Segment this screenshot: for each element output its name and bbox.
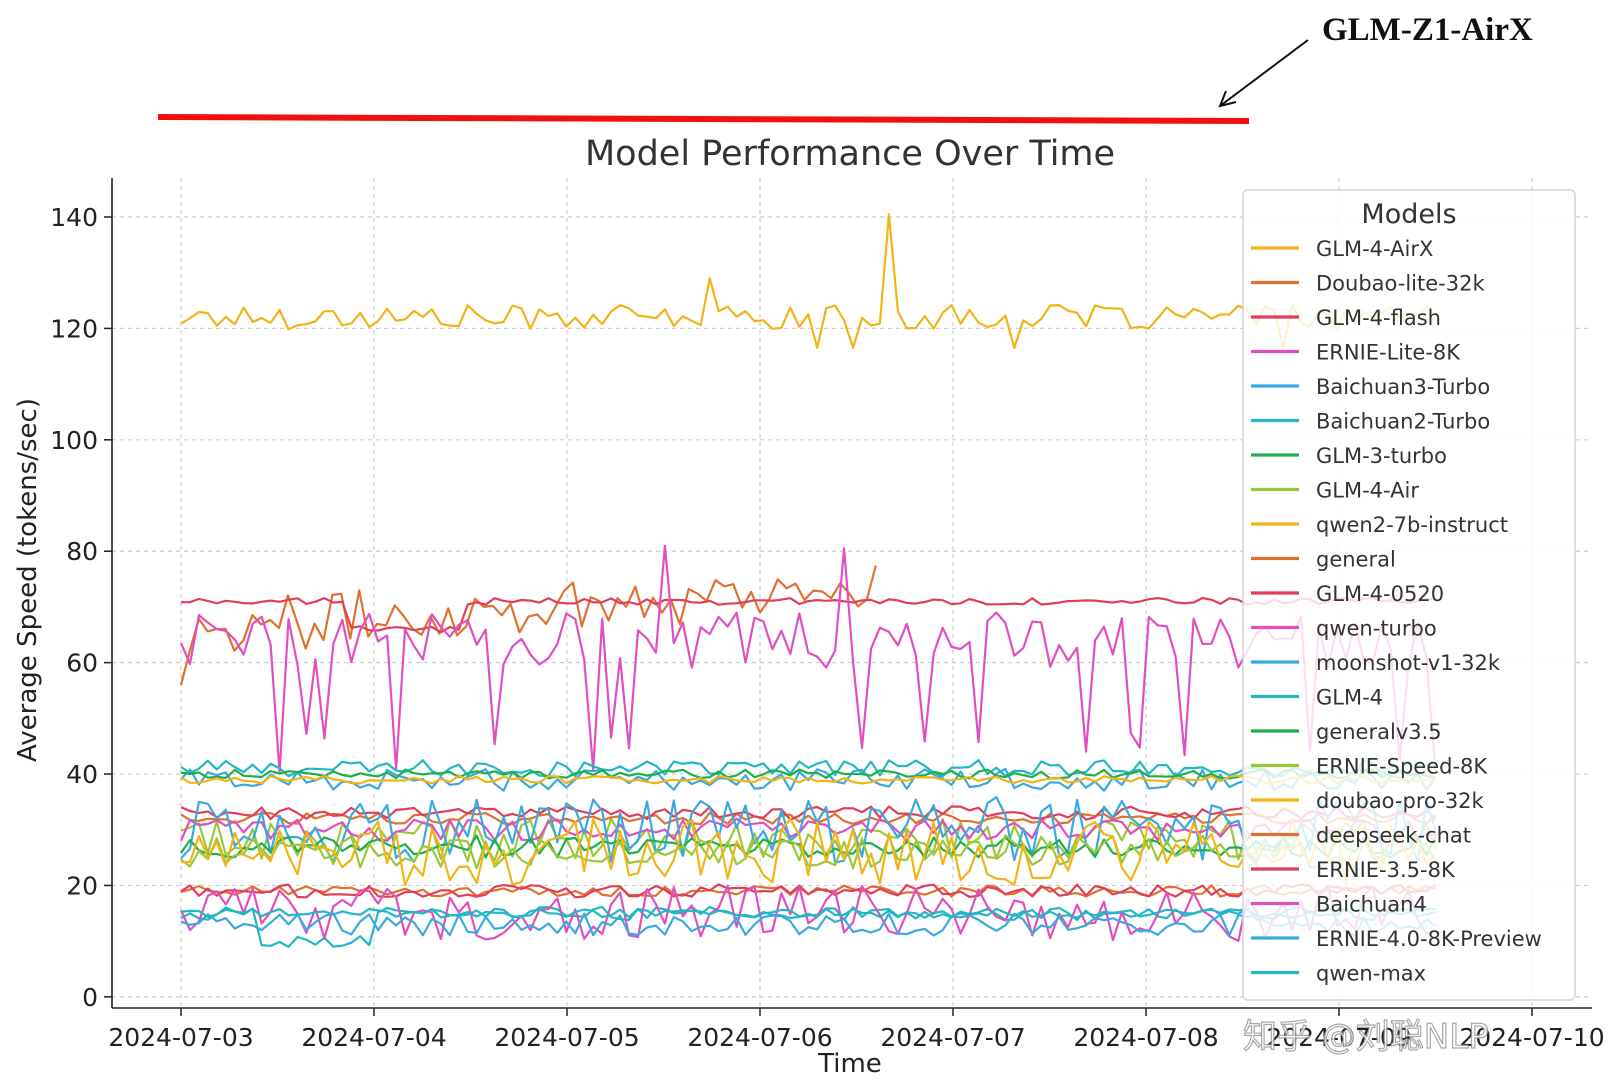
annotation: GLM-Z1-AirX <box>157 12 1533 124</box>
annotation-arrowhead <box>1218 90 1237 108</box>
legend-entry: GLM-4-Air <box>1316 479 1419 503</box>
series-line <box>180 834 1437 859</box>
legend-entry: GLM-4-0520 <box>1316 582 1444 606</box>
legend-entry: GLM-3-turbo <box>1316 444 1447 468</box>
legend-box <box>1242 189 1576 1001</box>
y-tick-label: 80 <box>66 537 98 566</box>
chart-title: Model Performance Over Time <box>585 134 1115 174</box>
x-tick-label: 2024-07-07 <box>880 1023 1025 1052</box>
legend-title: Models <box>1361 199 1456 230</box>
x-tick-label: 2024-07-09 <box>1266 1023 1411 1052</box>
series-line <box>179 817 1436 842</box>
y-tick-label: 120 <box>50 314 98 343</box>
x-tick-label: 2024-07-04 <box>301 1023 446 1052</box>
series-line <box>180 805 1437 821</box>
series-line <box>180 883 1437 899</box>
axes <box>104 178 1592 1016</box>
series-line <box>180 907 1436 919</box>
legend-entry: GLM-4 <box>1316 686 1383 710</box>
series-line <box>180 817 1437 887</box>
legend-entry: ERNIE-4.0-8K-Preview <box>1316 927 1542 951</box>
y-tick-label: 60 <box>66 649 98 678</box>
x-tick-label: 2024-07-10 <box>1459 1023 1604 1052</box>
x-axis-label: Time <box>817 1049 882 1079</box>
legend-entry: general <box>1316 548 1396 572</box>
legend-entry: qwen2-7b-instruct <box>1316 513 1508 537</box>
x-tick-label: 2024-07-06 <box>687 1023 832 1052</box>
y-tick-label: 140 <box>50 203 98 232</box>
annotation-reference-line <box>157 114 1250 124</box>
legend-entry: Doubao-lite-32k <box>1316 272 1485 296</box>
y-tick-label: 100 <box>50 426 98 455</box>
x-tick-label: 2024-07-08 <box>1073 1023 1218 1052</box>
legend-entry: deepseek-chat <box>1316 824 1471 848</box>
legend-entry: ERNIE-Lite-8K <box>1316 341 1461 365</box>
series-line <box>179 884 1436 943</box>
series-line <box>180 759 1436 778</box>
series-line <box>180 912 1437 937</box>
series-line <box>180 834 1437 870</box>
series-line <box>180 905 1436 948</box>
legend-entry: ERNIE-Speed-8K <box>1316 755 1488 779</box>
series-line <box>180 596 1436 634</box>
x-tick-label: 2024-07-03 <box>108 1023 253 1052</box>
legend-entry: GLM-4-AirX <box>1316 237 1433 261</box>
legend-entry: GLM-4-flash <box>1316 306 1441 330</box>
tick-labels: 0 20 40 60 80 100 120 140 2024-07-03 2024-07-04 20… <box>50 203 1604 1052</box>
series-line <box>179 565 877 686</box>
y-tick-label: 0 <box>82 983 98 1012</box>
series-line <box>180 796 1437 864</box>
x-tick-label: 2024-07-05 <box>494 1023 639 1052</box>
legend-entry: ERNIE-3.5-8K <box>1316 858 1456 882</box>
series-line <box>180 213 1437 349</box>
legend-entry: Baichuan2-Turbo <box>1316 410 1490 434</box>
series-line <box>179 544 1437 775</box>
series-line <box>180 767 1437 792</box>
y-axis-label: Average Speed (tokens/sec) <box>13 398 43 762</box>
annotation-label: GLM-Z1-AirX <box>1322 12 1533 48</box>
watermark: 知乎 @刘聪NLP <box>1243 1017 1489 1057</box>
y-tick-label: 20 <box>66 871 98 900</box>
legend-entry: qwen-turbo <box>1316 617 1437 641</box>
legend-entry: Baichuan4 <box>1316 893 1427 917</box>
legend-entry: generalv3.5 <box>1316 720 1442 744</box>
annotation-arrow <box>1219 39 1309 107</box>
legend-entry: moonshot-v1-32k <box>1316 651 1501 675</box>
legend-entry: doubao-pro-32k <box>1316 789 1485 813</box>
series-lines <box>179 213 1437 948</box>
legend-entry: Baichuan3-Turbo <box>1316 375 1490 399</box>
y-tick-label: 40 <box>66 760 98 789</box>
legend-entry: qwen-max <box>1316 962 1426 986</box>
legend: Models GLM-4-AirX Doubao-lite-32k GLM-4-fla… <box>1242 189 1576 1001</box>
series-line <box>180 774 1436 785</box>
